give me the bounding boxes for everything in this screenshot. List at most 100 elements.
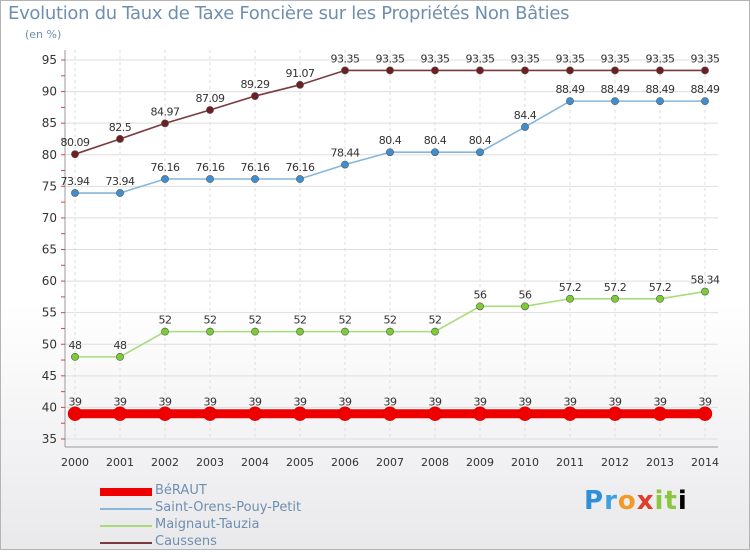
data-label: 52 <box>429 314 442 327</box>
data-point <box>206 327 214 336</box>
logo-letter: r <box>604 486 618 516</box>
data-point <box>341 66 349 75</box>
x-tick-label: 2001 <box>106 456 134 469</box>
data-label: 93.35 <box>646 52 675 65</box>
chart-subtitle: (en %) <box>25 28 62 41</box>
data-point <box>701 287 709 296</box>
x-tick-label: 2010 <box>511 456 539 469</box>
y-tick-label: 40 <box>42 400 57 414</box>
data-point <box>251 327 259 336</box>
legend-label: Maignaut-Tauzia <box>155 517 260 532</box>
data-label: 82.5 <box>109 121 132 134</box>
data-point <box>656 97 664 106</box>
data-label: 39 <box>159 396 172 409</box>
data-point <box>652 406 668 421</box>
logo-letter: t <box>664 486 678 516</box>
x-tick-label: 2005 <box>286 456 314 469</box>
data-label: 93.35 <box>331 52 360 65</box>
x-tick-label: 2013 <box>646 456 674 469</box>
data-label: 52 <box>294 314 307 327</box>
data-label: 73.94 <box>61 175 90 188</box>
data-point <box>71 189 79 197</box>
data-label: 52 <box>204 314 217 327</box>
data-point <box>517 406 533 421</box>
data-label: 39 <box>249 396 262 409</box>
x-tick-label: 2004 <box>241 456 269 469</box>
y-tick-label: 85 <box>42 116 57 130</box>
data-point <box>697 406 713 421</box>
data-label: 76.16 <box>286 161 315 174</box>
data-point <box>701 66 709 75</box>
data-point <box>202 406 218 421</box>
data-point <box>116 352 124 361</box>
data-point <box>157 406 173 421</box>
data-point <box>247 406 263 421</box>
data-point <box>161 175 169 183</box>
data-point <box>296 175 304 183</box>
legend-swatch <box>100 508 152 510</box>
data-label: 39 <box>564 396 577 409</box>
data-point <box>701 97 709 106</box>
x-tick-label: 2009 <box>466 456 494 469</box>
data-point <box>476 302 484 311</box>
data-label: 39 <box>654 396 667 409</box>
data-point <box>472 406 488 421</box>
legend-label: BéRAUT <box>155 483 207 498</box>
data-label: 39 <box>339 396 352 409</box>
y-tick-label: 70 <box>42 211 57 225</box>
data-label: 39 <box>384 396 397 409</box>
y-tick-label: 80 <box>42 148 57 162</box>
data-label: 88.49 <box>556 83 585 96</box>
data-point <box>161 327 169 336</box>
data-label: 57.2 <box>649 281 672 294</box>
data-label: 80.09 <box>61 136 90 149</box>
data-label: 39 <box>519 396 532 409</box>
y-tick-label: 65 <box>42 243 57 257</box>
y-tick-label: 95 <box>42 53 57 67</box>
data-label: 78.44 <box>331 147 360 160</box>
data-label: 57.2 <box>559 281 582 294</box>
logo-letter: i <box>654 486 665 516</box>
x-tick-label: 2008 <box>421 456 449 469</box>
data-point <box>71 352 79 361</box>
legend-label: Caussens <box>155 534 217 549</box>
data-label: 52 <box>159 314 172 327</box>
data-label: 93.35 <box>601 52 630 65</box>
data-point <box>476 148 484 157</box>
data-point <box>566 294 574 303</box>
chart-title: Evolution du Taux de Taxe Foncière sur l… <box>8 3 570 24</box>
y-tick-label: 55 <box>42 306 57 320</box>
data-label: 93.35 <box>691 52 720 65</box>
x-tick-label: 2000 <box>61 456 89 469</box>
data-label: 48 <box>69 339 82 352</box>
data-label: 73.94 <box>106 175 135 188</box>
data-label: 89.29 <box>241 78 270 91</box>
proxiti-logo: Proxiti <box>584 486 688 516</box>
logo-letter: P <box>584 486 605 516</box>
data-label: 39 <box>474 396 487 409</box>
data-point <box>607 406 623 421</box>
x-tick-label: 2012 <box>601 456 629 469</box>
data-point <box>386 327 394 336</box>
data-label: 56 <box>519 288 532 301</box>
data-point <box>566 97 574 106</box>
data-point <box>341 160 349 169</box>
data-label: 39 <box>429 396 442 409</box>
x-tick-label: 2014 <box>691 456 719 469</box>
data-label: 84.4 <box>514 109 537 122</box>
data-label: 39 <box>294 396 307 409</box>
data-label: 80.4 <box>469 134 492 147</box>
data-point <box>611 97 619 106</box>
data-label: 93.35 <box>376 52 405 65</box>
data-label: 88.49 <box>601 83 630 96</box>
data-point <box>296 327 304 336</box>
y-tick-label: 45 <box>42 369 57 383</box>
data-point <box>611 294 619 303</box>
data-point <box>71 150 79 159</box>
data-point <box>161 119 169 128</box>
data-point <box>67 406 83 421</box>
data-point <box>566 66 574 75</box>
data-label: 52 <box>249 314 262 327</box>
data-point <box>431 148 439 157</box>
